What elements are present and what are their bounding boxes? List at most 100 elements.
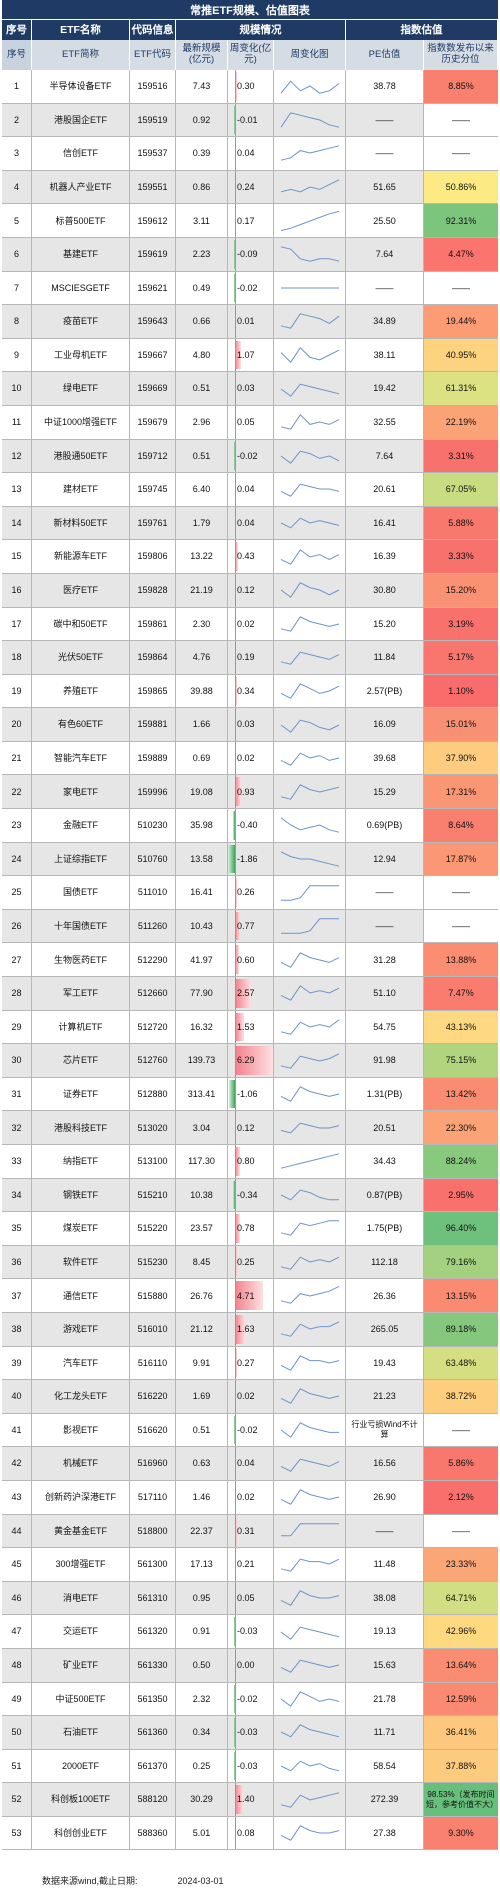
- weekly-change-cell: 0.17: [228, 204, 274, 237]
- weekly-sparkline: [274, 1514, 346, 1548]
- pe-valuation: 15.63: [346, 1648, 424, 1682]
- positive-change-bar: [235, 1147, 240, 1176]
- sparkline-chart: [280, 1523, 339, 1537]
- weekly-change-value: 0.01: [237, 316, 255, 327]
- pe-valuation: 2.57(PB): [346, 674, 424, 708]
- etf-code: 159551: [130, 170, 176, 204]
- weekly-change-value: -0.03: [237, 1760, 258, 1771]
- weekly-change-cell: -0.02: [228, 1413, 274, 1447]
- weekly-change-cell: 0.93: [228, 775, 274, 809]
- table-row: 1 半导体设备ETF 159516 7.43 0.30 38.78 8.85%: [2, 70, 498, 104]
- latest-scale: 2.30: [176, 607, 228, 641]
- weekly-change-value: 1.40: [237, 1794, 255, 1805]
- zero-axis: [235, 540, 236, 573]
- pe-valuation: 91.98: [346, 1044, 424, 1077]
- etf-code: 561360: [130, 1716, 176, 1749]
- weekly-sparkline: [274, 909, 346, 943]
- pe-valuation: 15.29: [346, 775, 424, 809]
- zero-axis: [235, 1312, 236, 1346]
- weekly-sparkline: [274, 876, 346, 909]
- etf-code: 512880: [130, 1077, 176, 1111]
- sparkline-path: [280, 1791, 339, 1808]
- weekly-change-value: 0.31: [237, 1525, 255, 1536]
- etf-name: 交运ETF: [32, 1615, 130, 1648]
- sparkline-path: [280, 1052, 339, 1069]
- weekly-change-value: 0.19: [237, 652, 255, 663]
- pe-valuation: 7.64: [346, 439, 424, 473]
- latest-scale: 3.11: [176, 204, 228, 237]
- weekly-change-cell: -0.03: [228, 1615, 274, 1648]
- zero-axis: [235, 1077, 236, 1111]
- weekly-sparkline: [274, 1010, 346, 1044]
- zero-axis: [235, 1010, 236, 1044]
- weekly-change-value: 0.03: [237, 383, 255, 394]
- historical-percentile: 64.71%: [424, 1581, 498, 1615]
- row-index: 6: [2, 237, 32, 271]
- latest-scale: 0.66: [176, 305, 228, 338]
- sparkline-path: [280, 246, 339, 262]
- etf-code: 588120: [130, 1783, 176, 1816]
- historical-percentile: 37.90%: [424, 741, 498, 775]
- etf-code: 518800: [130, 1514, 176, 1548]
- row-index: 7: [2, 271, 32, 305]
- sparkline-chart: [280, 1122, 339, 1134]
- historical-percentile: 17.31%: [424, 775, 498, 809]
- etf-code: 516220: [130, 1380, 176, 1413]
- etf-name: 石油ETF: [32, 1716, 130, 1749]
- weekly-change-value: 0.17: [237, 215, 255, 226]
- etf-name: 新能源车ETF: [32, 540, 130, 573]
- latest-scale: 16.32: [176, 1010, 228, 1044]
- pe-valuation: 38.78: [346, 70, 424, 103]
- zero-axis: [235, 1212, 236, 1245]
- weekly-change-value: 0.12: [237, 1122, 255, 1133]
- sparkline-chart: [280, 210, 339, 231]
- etf-name: 疫苗ETF: [32, 305, 130, 338]
- historical-percentile: 5.88%: [424, 506, 498, 540]
- historical-percentile: 43.13%: [424, 1010, 498, 1044]
- latest-scale: 41.97: [176, 943, 228, 977]
- sparkline-path: [280, 1523, 339, 1537]
- latest-scale: 21.19: [176, 573, 228, 607]
- weekly-change-cell: 0.26: [228, 876, 274, 909]
- etf-name: 创新药沪深港ETF: [32, 1480, 130, 1514]
- pe-valuation: 39.68: [346, 741, 424, 775]
- weekly-change-cell: -0.03: [228, 1749, 274, 1783]
- table-row: 34 钢铁ETF 515210 10.38 -0.34 0.87(PB) 2.95%: [2, 1178, 498, 1213]
- group-code-info: 代码信息: [130, 20, 176, 40]
- latest-scale: 5.01: [176, 1816, 228, 1850]
- weekly-sparkline: [274, 271, 346, 305]
- weekly-change-cell: 0.31: [228, 1514, 274, 1548]
- latest-scale: 22.37: [176, 1514, 228, 1548]
- sparkline-path: [280, 582, 339, 599]
- etf-name: 科创板100ETF: [32, 1783, 130, 1816]
- latest-scale: 4.80: [176, 338, 228, 372]
- sparkline-chart: [280, 1690, 339, 1707]
- column-headers: 序号 ETF简称 ETF代码 最新规模(亿元) 周变化(亿元) 周变化图 PE估…: [2, 40, 498, 70]
- pe-valuation: 16.41: [346, 506, 424, 540]
- historical-percentile: 36.41%: [424, 1716, 498, 1749]
- zero-axis: [235, 1783, 236, 1816]
- row-index: 16: [2, 573, 32, 607]
- zero-axis: [235, 271, 236, 305]
- weekly-sparkline: [274, 842, 346, 876]
- etf-name: 芯片ETF: [32, 1044, 130, 1077]
- historical-percentile: 88.24%: [424, 1145, 498, 1178]
- weekly-change-cell: 0.00: [228, 1648, 274, 1682]
- pe-valuation: 19.42: [346, 372, 424, 405]
- weekly-sparkline: [274, 1615, 346, 1648]
- zero-axis: [235, 103, 236, 137]
- row-index: 14: [2, 506, 32, 540]
- negative-change-bar: [232, 1180, 235, 1210]
- weekly-change-cell: 0.04: [228, 1447, 274, 1480]
- sparkline-chart: [280, 383, 339, 397]
- zero-axis: [235, 573, 236, 607]
- weekly-change-cell: 1.07: [228, 338, 274, 372]
- latest-scale: 2.23: [176, 237, 228, 271]
- sparkline-path: [280, 313, 339, 330]
- weekly-sparkline: [274, 607, 346, 641]
- etf-name: 智能汽车ETF: [32, 741, 130, 775]
- weekly-change-cell: 1.63: [228, 1312, 274, 1346]
- row-index: 38: [2, 1312, 32, 1346]
- zero-axis: [235, 1447, 236, 1480]
- weekly-change-value: 1.63: [237, 1324, 255, 1335]
